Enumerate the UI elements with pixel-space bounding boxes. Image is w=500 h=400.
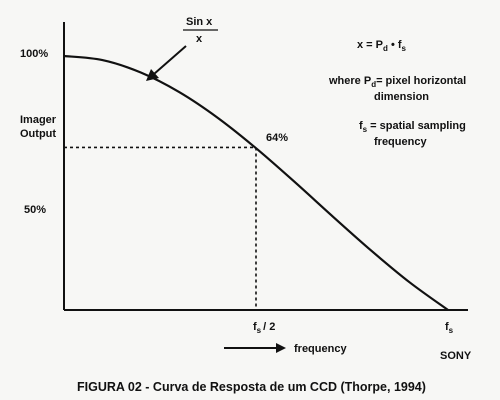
x-tick-label: fs/ 2 bbox=[253, 321, 275, 335]
x-tick-label: fs bbox=[445, 321, 454, 335]
y-axis-title-line2: Output bbox=[20, 128, 56, 140]
y-axis-title-line1: Imager bbox=[20, 114, 57, 126]
y-tick-label: 50% bbox=[24, 204, 46, 216]
response-curve bbox=[63, 54, 449, 311]
fs-line-2: frequency bbox=[374, 136, 427, 148]
where-line-1: where Pd= pixel horizontal bbox=[328, 75, 466, 89]
figure-caption: FIGURA 02 - Curva de Resposta de um CCD … bbox=[77, 380, 426, 394]
y-tick-label: 100% bbox=[20, 48, 48, 60]
curve-label-denominator: x bbox=[196, 33, 203, 45]
brand-label: SONY bbox=[440, 350, 472, 362]
equation-main: x = Pd • fs bbox=[357, 39, 407, 53]
plot-area bbox=[63, 54, 449, 311]
marked-point-label: 64% bbox=[266, 132, 288, 144]
fs-line-1: fs = spatial sampling bbox=[359, 120, 466, 134]
frequency-arrow-head bbox=[276, 343, 286, 353]
curve-label-arrow-shaft bbox=[153, 45, 187, 75]
x-axis-title: frequency bbox=[294, 343, 347, 355]
curve-label-arrow-head bbox=[146, 69, 159, 81]
curve-label-numerator: Sin x bbox=[186, 16, 213, 28]
where-line-2: dimension bbox=[374, 91, 429, 103]
